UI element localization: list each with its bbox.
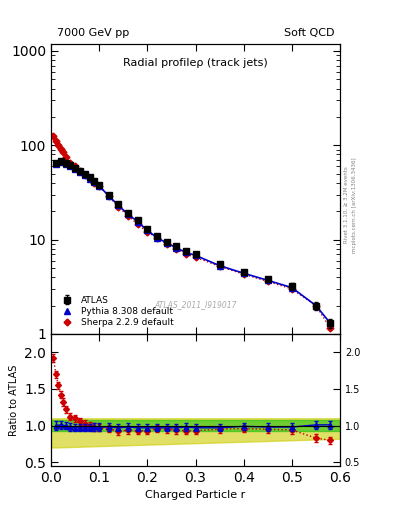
Sherpa 2.2.9 default bbox=[92, 180, 97, 186]
Pythia 8.308 default bbox=[116, 202, 121, 208]
Sherpa 2.2.9 default bbox=[136, 221, 140, 227]
Pythia 8.308 default bbox=[63, 161, 68, 167]
Line: Pythia 8.308 default: Pythia 8.308 default bbox=[53, 160, 333, 326]
Sherpa 2.2.9 default bbox=[328, 325, 333, 331]
Text: ATLAS_2011_I919017: ATLAS_2011_I919017 bbox=[154, 301, 237, 309]
Sherpa 2.2.9 default bbox=[59, 145, 63, 152]
Sherpa 2.2.9 default bbox=[155, 234, 160, 241]
Sherpa 2.2.9 default bbox=[56, 142, 61, 148]
Pythia 8.308 default bbox=[145, 227, 150, 233]
Sherpa 2.2.9 default bbox=[53, 138, 58, 144]
Sherpa 2.2.9 default bbox=[164, 241, 169, 247]
Pythia 8.308 default bbox=[78, 169, 83, 175]
Pythia 8.308 default bbox=[136, 219, 140, 225]
Sherpa 2.2.9 default bbox=[265, 279, 270, 285]
Sherpa 2.2.9 default bbox=[97, 183, 102, 189]
Pythia 8.308 default bbox=[87, 176, 92, 182]
Sherpa 2.2.9 default bbox=[193, 254, 198, 260]
Sherpa 2.2.9 default bbox=[184, 251, 188, 258]
Line: Sherpa 2.2.9 default: Sherpa 2.2.9 default bbox=[51, 134, 333, 331]
Pythia 8.308 default bbox=[289, 285, 294, 291]
Sherpa 2.2.9 default bbox=[51, 133, 56, 139]
Sherpa 2.2.9 default bbox=[217, 263, 222, 269]
Sherpa 2.2.9 default bbox=[87, 175, 92, 181]
Sherpa 2.2.9 default bbox=[174, 246, 179, 252]
Text: Rivet 3.1.10, ≥ 3.2M events: Rivet 3.1.10, ≥ 3.2M events bbox=[344, 166, 349, 243]
Sherpa 2.2.9 default bbox=[107, 193, 111, 199]
Sherpa 2.2.9 default bbox=[241, 271, 246, 278]
Text: mcplots.cern.ch [arXiv:1306.3436]: mcplots.cern.ch [arXiv:1306.3436] bbox=[352, 157, 357, 252]
Sherpa 2.2.9 default bbox=[116, 204, 121, 210]
Sherpa 2.2.9 default bbox=[145, 229, 150, 235]
Pythia 8.308 default bbox=[265, 278, 270, 284]
Sherpa 2.2.9 default bbox=[68, 160, 73, 166]
Sherpa 2.2.9 default bbox=[83, 172, 87, 178]
Sherpa 2.2.9 default bbox=[314, 303, 318, 309]
Pythia 8.308 default bbox=[53, 161, 58, 167]
Pythia 8.308 default bbox=[83, 173, 87, 179]
Sherpa 2.2.9 default bbox=[126, 212, 130, 219]
Pythia 8.308 default bbox=[193, 252, 198, 259]
Sherpa 2.2.9 default bbox=[63, 154, 68, 160]
Pythia 8.308 default bbox=[164, 240, 169, 246]
Pythia 8.308 default bbox=[217, 263, 222, 269]
Pythia 8.308 default bbox=[107, 193, 111, 199]
Y-axis label: Ratio to ATLAS: Ratio to ATLAS bbox=[9, 364, 19, 436]
Pythia 8.308 default bbox=[59, 159, 63, 165]
Text: 7000 GeV pp: 7000 GeV pp bbox=[57, 28, 129, 38]
Text: Soft QCD: Soft QCD bbox=[284, 28, 334, 38]
Sherpa 2.2.9 default bbox=[61, 149, 66, 155]
Pythia 8.308 default bbox=[68, 163, 73, 169]
Sherpa 2.2.9 default bbox=[289, 286, 294, 292]
Sherpa 2.2.9 default bbox=[78, 167, 83, 174]
Pythia 8.308 default bbox=[314, 303, 318, 309]
Pythia 8.308 default bbox=[92, 179, 97, 185]
Pythia 8.308 default bbox=[241, 270, 246, 276]
Pythia 8.308 default bbox=[126, 211, 130, 218]
Text: Radial profileρ (track jets): Radial profileρ (track jets) bbox=[123, 58, 268, 68]
Legend: ATLAS, Pythia 8.308 default, Sherpa 2.2.9 default: ATLAS, Pythia 8.308 default, Sherpa 2.2.… bbox=[55, 293, 176, 329]
Pythia 8.308 default bbox=[328, 320, 333, 326]
Sherpa 2.2.9 default bbox=[73, 163, 77, 169]
Pythia 8.308 default bbox=[184, 249, 188, 255]
Pythia 8.308 default bbox=[73, 166, 77, 172]
Pythia 8.308 default bbox=[155, 234, 160, 241]
Pythia 8.308 default bbox=[174, 245, 179, 251]
Pythia 8.308 default bbox=[97, 183, 102, 189]
X-axis label: Charged Particle r: Charged Particle r bbox=[145, 490, 246, 500]
